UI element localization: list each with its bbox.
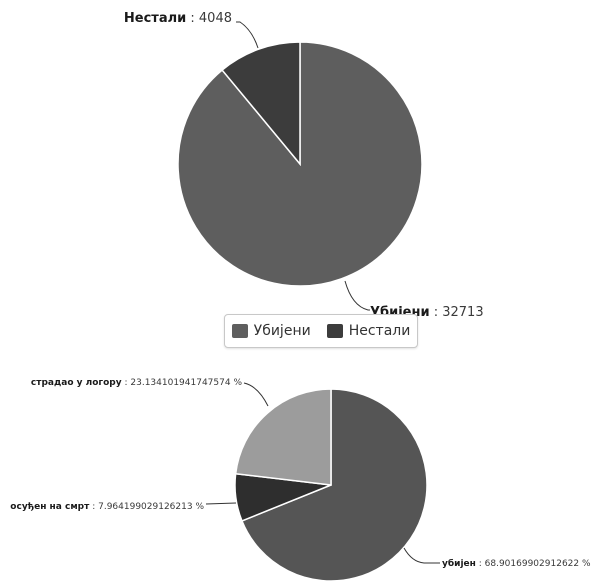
legend-label-killed: Убијени: [253, 323, 311, 339]
legend: Убијени Нестали: [224, 314, 418, 348]
legend-item-killed[interactable]: Убијени: [231, 323, 311, 339]
pie2-label-1: убијен : 68.90169902912622 %: [442, 558, 591, 569]
pie1-connector-1: [344, 280, 370, 311]
pie2-slice-3[interactable]: [234, 388, 332, 486]
legend-swatch-killed: [231, 324, 248, 338]
pie1-connector-2: [236, 21, 259, 49]
pie2-label-3: страдао у логору : 23.134101941747574 %: [31, 378, 243, 388]
pie1-label-2: Нестали : 4048: [124, 11, 232, 26]
pie1-slice-2[interactable]: [221, 41, 301, 167]
pie2-connector-2: [205, 502, 237, 505]
pie2-connector-1: [403, 547, 440, 564]
pie2-slice-1[interactable]: [240, 388, 428, 582]
pie2-label-2: осуђен на смрт : 7.964199029126213 %: [10, 502, 204, 512]
legend-label-missing: Нестали: [348, 323, 411, 339]
legend-swatch-missing: [326, 324, 343, 338]
pie2-connector-3: [243, 382, 269, 407]
legend-item-missing[interactable]: Нестали: [326, 323, 411, 339]
pie-chart-causes: убијен : 68.90169902912622 % осуђен на см…: [10, 378, 591, 582]
